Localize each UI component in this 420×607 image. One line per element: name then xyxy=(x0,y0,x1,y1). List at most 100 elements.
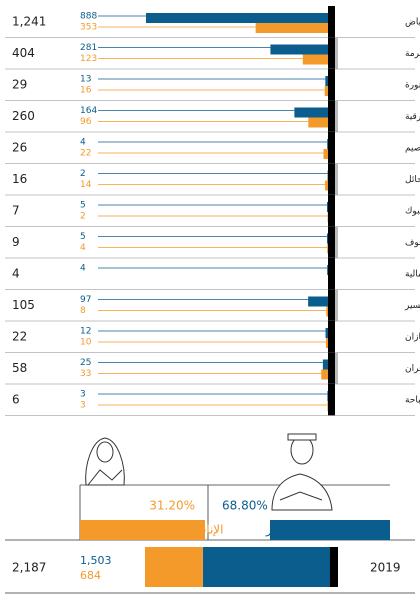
female-bar xyxy=(308,118,328,128)
overall-male: 1,503 xyxy=(80,554,112,567)
row-total: 6 xyxy=(12,393,20,407)
region-name: المنطقة الشرقية xyxy=(405,112,420,122)
female-bar xyxy=(326,307,328,317)
man-icon xyxy=(272,434,332,510)
female-value: 353 xyxy=(80,23,97,33)
female-value: 96 xyxy=(80,117,92,127)
black-strip xyxy=(328,321,335,353)
year: 2019 xyxy=(370,561,401,575)
male-value: 12 xyxy=(80,327,91,337)
male-value: 2 xyxy=(80,169,86,179)
female-value: 3 xyxy=(80,401,86,411)
female-bar xyxy=(303,55,328,65)
female-value: 123 xyxy=(80,54,97,64)
female-bar xyxy=(326,338,328,348)
black-strip xyxy=(328,258,335,290)
female-pct: 31.20% xyxy=(149,499,195,513)
black-strip xyxy=(328,164,335,196)
row-total: 16 xyxy=(12,172,27,186)
male-bar xyxy=(327,202,328,212)
overall-female: 684 xyxy=(80,569,101,582)
male-bar xyxy=(146,13,328,23)
region-name: الجوف xyxy=(405,238,420,248)
region-name: مكة المكرمة xyxy=(405,49,420,59)
female-value: 22 xyxy=(80,149,91,159)
row-total: 7 xyxy=(12,204,20,218)
row-total: 4 xyxy=(12,267,20,281)
male-value: 13 xyxy=(80,75,91,85)
region-name: حائل xyxy=(405,175,420,185)
female-value: 8 xyxy=(80,306,86,316)
female-bar xyxy=(325,86,328,96)
overall-total: 2,187 xyxy=(12,561,46,575)
male-bar xyxy=(327,139,328,149)
row-total: 260 xyxy=(12,109,35,123)
row-total: 105 xyxy=(12,298,35,312)
region-name: عسير xyxy=(404,301,420,311)
male-value: 4 xyxy=(80,138,86,148)
female-bar xyxy=(325,181,328,191)
female-bar xyxy=(327,244,328,254)
male-bar xyxy=(323,360,328,370)
black-strip xyxy=(328,101,335,133)
female-value: 2 xyxy=(80,212,86,222)
female-bar xyxy=(321,370,328,380)
male-value: 5 xyxy=(80,201,86,211)
row-total: 22 xyxy=(12,330,27,344)
region-name: الرياض xyxy=(405,18,420,28)
row-total: 9 xyxy=(12,235,20,249)
female-bar xyxy=(323,149,328,159)
male-label: الذكور xyxy=(265,523,297,538)
female-bar xyxy=(327,401,328,411)
female-value: 16 xyxy=(80,86,92,96)
row-total: 1,241 xyxy=(12,15,46,29)
black-strip xyxy=(328,353,335,385)
female-label: الإناث xyxy=(195,523,223,537)
male-value: 97 xyxy=(80,295,91,305)
female-box xyxy=(80,520,205,540)
black-strip xyxy=(328,290,335,322)
region-name: المدينة المنورة xyxy=(405,81,420,91)
overall-female-bar xyxy=(145,547,203,587)
male-pct: 68.80% xyxy=(222,499,268,513)
black-strip xyxy=(328,195,335,227)
black-strip xyxy=(328,6,335,38)
male-value: 281 xyxy=(80,43,97,53)
female-value: 33 xyxy=(80,369,91,379)
male-value: 5 xyxy=(80,232,86,242)
male-value: 888 xyxy=(80,12,97,22)
woman-icon xyxy=(86,438,125,485)
male-value: 25 xyxy=(80,358,91,368)
male-bar xyxy=(327,265,328,275)
female-bar xyxy=(256,23,328,33)
region-name: جازان xyxy=(405,333,420,343)
female-value: 4 xyxy=(80,243,86,253)
black-strip xyxy=(328,384,335,416)
region-name: الباحة xyxy=(405,396,420,406)
male-bar xyxy=(327,391,328,401)
row-total: 29 xyxy=(12,78,27,92)
row-total: 26 xyxy=(12,141,27,155)
region-name: تبوك xyxy=(405,207,420,217)
overall-male-bar xyxy=(203,547,330,587)
female-value: 10 xyxy=(80,338,92,348)
row-total: 58 xyxy=(12,361,27,375)
black-strip xyxy=(328,38,335,70)
male-value: 3 xyxy=(80,390,86,400)
female-value: 14 xyxy=(80,180,92,190)
region-name: نجران xyxy=(405,364,420,374)
male-bar xyxy=(294,108,328,118)
male-bar xyxy=(326,328,328,338)
black-strip xyxy=(328,227,335,259)
male-bar xyxy=(327,234,328,244)
male-bar xyxy=(325,76,328,86)
black-strip xyxy=(328,69,335,101)
region-name: القصيم xyxy=(405,144,420,154)
male-value: 164 xyxy=(80,106,97,116)
region-name: الحدود الشمالية xyxy=(405,270,420,280)
black-strip xyxy=(330,547,338,587)
male-bar xyxy=(308,297,328,307)
male-bar xyxy=(270,45,328,55)
